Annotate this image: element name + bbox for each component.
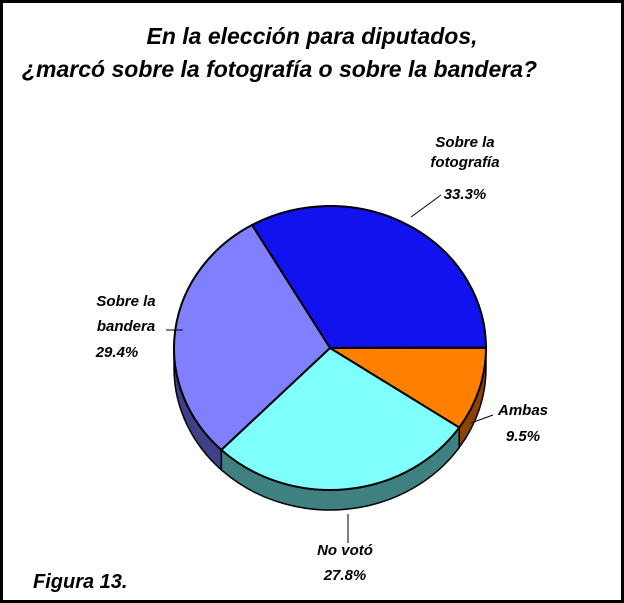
leader-line — [410, 194, 442, 218]
slice-value-label: 29.4% — [95, 344, 139, 361]
slice-label: Sobre la fotografía — [430, 134, 500, 171]
chart-title: ¿marcó sobre la fotografía o sobre la ba… — [22, 56, 538, 82]
pie-area — [166, 194, 494, 543]
slice-value-label: 27.8% — [323, 567, 367, 584]
slice — [219, 346, 461, 491]
footnote: Figura 13. — [33, 571, 128, 593]
slice-value-label: 9.5% — [505, 428, 541, 445]
slice-label: Ambas — [497, 402, 549, 419]
chart-title: En la elección para diputados, — [146, 23, 478, 49]
slice-label: Sobre la bandera — [96, 293, 156, 335]
slice-label: No votó — [317, 542, 373, 559]
leader-line — [470, 414, 494, 424]
slice — [326, 346, 488, 429]
slice-value-label: 33.3% — [443, 186, 487, 203]
slice — [250, 204, 488, 350]
